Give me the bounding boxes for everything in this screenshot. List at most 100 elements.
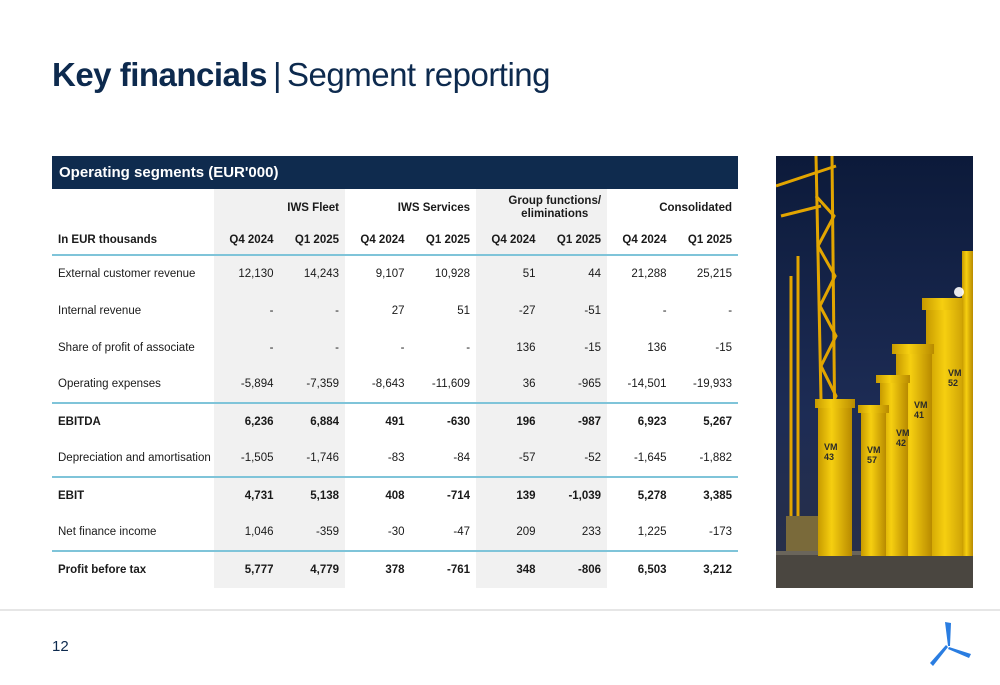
table-cell: -761 <box>410 550 477 588</box>
table-row: Operating expenses -5,894 -7,359 -8,643 -11,… <box>52 366 738 403</box>
table-cell: -83 <box>387 452 405 464</box>
table-cell: 36 <box>476 366 542 403</box>
table-cell: 6,884 <box>279 402 346 440</box>
table-cell: -8,643 <box>371 378 405 390</box>
group-label: Consolidated <box>659 201 733 214</box>
page-title: Key financials | Segment reporting <box>52 56 551 94</box>
group-label: Group functions/ eliminations <box>508 194 602 220</box>
table-row: Profit before tax 5,777 4,779 378 -761 348 -80… <box>52 550 739 588</box>
table-cell: 10,928 <box>434 268 471 280</box>
table-cell: 4,731 <box>214 476 280 514</box>
table-cell: 5,138 <box>279 476 346 514</box>
table-cell: -1,746 <box>279 440 346 477</box>
table-cell: -14,501 <box>627 378 667 390</box>
table-cell: - <box>662 304 667 317</box>
group-iws-fleet: IWS Fleet <box>214 189 346 226</box>
table-cell: 491 <box>345 402 411 440</box>
row-label: EBITDA <box>52 402 214 440</box>
row-label: External customer revenue <box>58 268 196 280</box>
segment-table: IWS Fleet IWS Services Group functions/ … <box>52 189 739 588</box>
period-header: Q4 2024 <box>476 226 542 256</box>
table-cell: 233 <box>541 514 608 551</box>
table-cell: 139 <box>476 476 542 514</box>
table-row: Net finance income 1,046 -359 -30 -47 209 233 1… <box>52 514 738 551</box>
table-cell: -173 <box>709 526 733 538</box>
table-row: EBITDA 6,236 6,884 491 -630 196 -987 6,923 5,267 <box>52 402 739 440</box>
page-number: 12 <box>52 638 69 655</box>
table-cell: 378 <box>345 550 411 588</box>
period-header: Q1 2025 <box>410 226 477 256</box>
table-cell: -19,933 <box>693 378 733 390</box>
company-logo <box>928 620 974 670</box>
table-row: External customer revenue 12,130 14,243 9,1… <box>52 255 738 292</box>
table-cell: - <box>400 341 405 354</box>
row-label: EBIT <box>52 476 214 514</box>
table-cell: 12,130 <box>214 255 280 292</box>
table-cell: 408 <box>345 476 411 514</box>
table-cell: 51 <box>476 255 542 292</box>
table-cell: 5,278 <box>607 476 673 514</box>
pile-label: VM 57 <box>867 445 881 465</box>
table-cell: 1,046 <box>214 514 280 551</box>
table-cell: 44 <box>541 255 608 292</box>
table-cell: 5,267 <box>672 402 739 440</box>
table-cell: -84 <box>453 452 471 464</box>
table-cell: -1,645 <box>633 452 667 464</box>
period-header: Q1 2025 <box>672 226 739 256</box>
table-cell: -52 <box>541 440 608 477</box>
row-label: Net finance income <box>58 526 157 538</box>
group-corner <box>52 189 214 226</box>
turbine-logo-icon <box>930 622 971 666</box>
table-cell: 136 <box>476 329 542 366</box>
table-cell: -5,894 <box>214 366 280 403</box>
table-cell: 6,503 <box>607 550 673 588</box>
table-cell: 3,385 <box>672 476 739 514</box>
title-separator: | <box>272 56 282 93</box>
table-cell: - <box>214 329 280 366</box>
table-cell: 51 <box>457 304 471 317</box>
table-cell: -987 <box>541 402 608 440</box>
table-cell: 14,243 <box>279 255 346 292</box>
table-cell: - <box>279 292 346 329</box>
pile-label: VM 52 <box>948 368 962 388</box>
group-consolidated: Consolidated <box>607 189 738 226</box>
table-cell: -57 <box>476 440 542 477</box>
table-cell: -7,359 <box>279 366 346 403</box>
table-cell: 136 <box>647 341 667 354</box>
period-header: Q4 2024 <box>345 226 411 256</box>
table-cell: -11,609 <box>431 378 471 390</box>
table-cell: -47 <box>453 526 471 538</box>
panel-title: Operating segments (EUR'000) <box>52 156 738 189</box>
period-header: Q4 2024 <box>607 226 673 256</box>
group-label: IWS Services <box>397 201 471 214</box>
table-cell: -965 <box>541 366 608 403</box>
table-cell: - <box>279 329 346 366</box>
period-header: Q4 2024 <box>214 226 280 256</box>
table-cell: - <box>214 292 280 329</box>
table-cell: -15 <box>715 341 733 354</box>
table-cell: 4,779 <box>279 550 346 588</box>
table-cell: -51 <box>541 292 608 329</box>
table-cell: -1,505 <box>214 440 280 477</box>
table-cell: 5,777 <box>214 550 280 588</box>
monopile-photo: VM 52 VM 41 VM 42 VM 57 VM 43 <box>776 156 973 588</box>
footer-divider <box>0 609 1000 611</box>
table-cell: -1,882 <box>699 452 733 464</box>
page-title-main: Key financials <box>52 56 267 93</box>
pile-label: VM 42 <box>896 428 910 448</box>
table-cell: -27 <box>476 292 542 329</box>
row-label: Profit before tax <box>52 550 214 588</box>
table-row: Depreciation and amortisation -1,505 -1,74… <box>52 440 738 477</box>
row-label: Share of profit of associate <box>58 341 195 354</box>
table-cell: - <box>466 341 471 354</box>
table-row: Internal revenue - -27 51 -27 -51- - <box>52 292 738 329</box>
table-cell: 6,923 <box>607 402 673 440</box>
page-title-sub: Segment reporting <box>287 56 551 93</box>
table-cell: 3,212 <box>672 550 739 588</box>
table-cell: -359 <box>279 514 346 551</box>
table-cell: -806 <box>541 550 608 588</box>
table-cell: -15 <box>541 329 608 366</box>
table-cell: - <box>728 304 733 317</box>
table-cell: -630 <box>410 402 477 440</box>
group-header-row: IWS Fleet IWS Services Group functions/ … <box>52 189 738 226</box>
